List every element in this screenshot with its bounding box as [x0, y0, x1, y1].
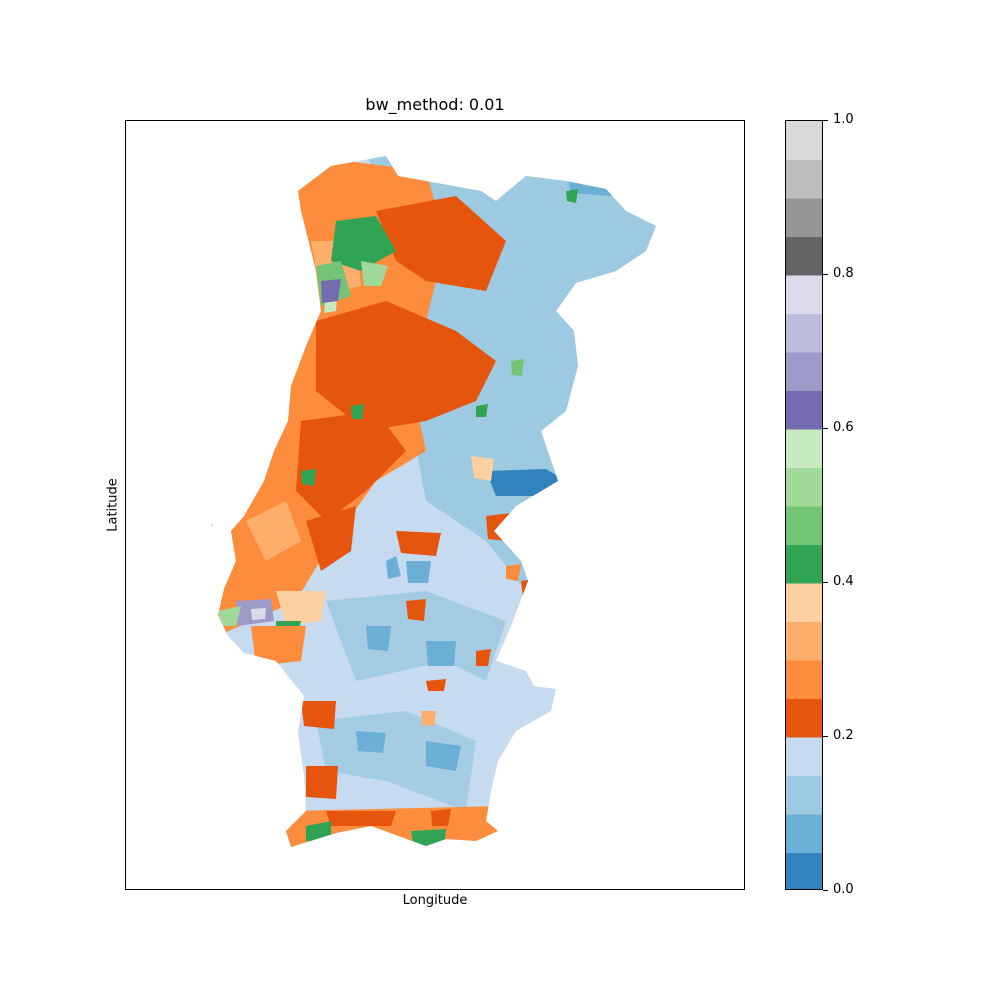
y-axis-label: Latitude [105, 478, 121, 532]
colorbar-tick-label: 0.4 [833, 574, 854, 589]
colorbar-tick-mark [823, 582, 828, 583]
colorbar-tick-mark [823, 890, 828, 891]
colorbar-segment [786, 429, 822, 468]
colorbar-segment [786, 313, 822, 353]
colorbar-segment [786, 544, 822, 584]
colorbar-segment [786, 506, 822, 545]
colorbar-segment [786, 775, 822, 815]
colorbar-segment [786, 121, 822, 160]
colorbar-segment [786, 159, 822, 199]
portugal-map [211, 156, 656, 847]
colorbar-tick-label: 0.2 [833, 728, 854, 743]
colorbar-gradient [786, 121, 822, 889]
colorbar-segment [786, 814, 822, 853]
colorbar-segment [786, 737, 822, 776]
colorbar-tick-mark [823, 274, 828, 275]
colorbar-segment [786, 621, 822, 661]
colorbar-tick-mark [823, 120, 828, 121]
colorbar-segment [786, 275, 822, 314]
plot-title: bw_method: 0.01 [365, 95, 505, 114]
colorbar-tick-label: 1.0 [833, 112, 854, 127]
colorbar-tick-label: 0.0 [833, 882, 854, 897]
colorbar-tick-mark [823, 736, 828, 737]
colorbar-tick-label: 0.6 [833, 420, 854, 435]
colorbar-segment [786, 352, 822, 391]
map-axes [125, 120, 745, 890]
colorbar-segment [786, 236, 822, 276]
colorbar-segment [786, 852, 822, 889]
colorbar-segment [786, 698, 822, 738]
colorbar-tick-label: 0.8 [833, 266, 854, 281]
colorbar-segment [786, 467, 822, 507]
colorbar-ticks: 0.0 0.2 0.4 0.6 0.8 1.0 [823, 112, 883, 897]
colorbar-segment [786, 390, 822, 430]
colorbar-segment [786, 660, 822, 699]
colorbar-segment [786, 583, 822, 622]
colorbar-segment [786, 198, 822, 237]
colorbar [785, 120, 823, 890]
x-axis-label: Longitude [402, 893, 468, 908]
colorbar-tick-mark [823, 428, 828, 429]
